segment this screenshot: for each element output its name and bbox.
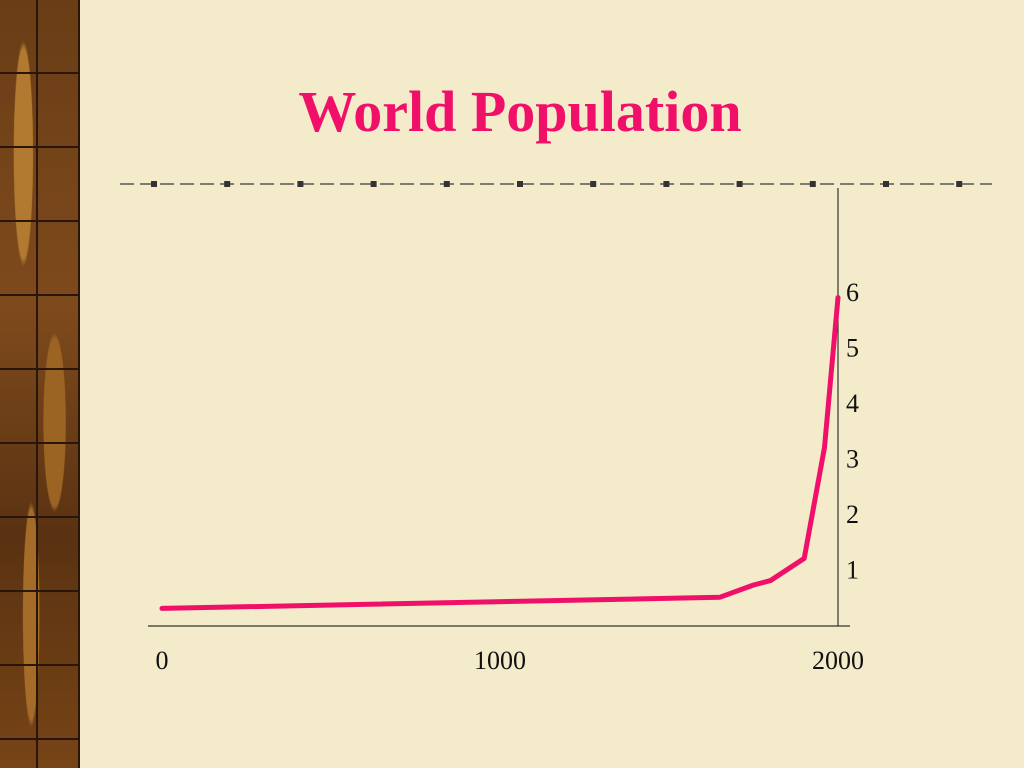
- y-tick-label: 3: [846, 445, 859, 474]
- chart-axes: [148, 188, 850, 627]
- divider-marker: [370, 181, 377, 187]
- divider-marker: [517, 181, 523, 187]
- divider-marker: [736, 181, 743, 187]
- x-tick-label: 2000: [812, 646, 864, 675]
- divider-marker: [590, 181, 597, 187]
- y-tick-label: 2: [846, 500, 859, 529]
- divider-marker: [809, 181, 816, 187]
- dashed-divider: [120, 181, 992, 187]
- y-tick-label: 6: [846, 278, 859, 307]
- wood-border-decoration: [0, 0, 80, 768]
- chart-series: [159, 295, 841, 611]
- x-tick-labels: 0 1000 2000: [156, 646, 865, 675]
- divider-marker: [443, 181, 450, 187]
- divider-marker: [883, 181, 889, 187]
- y-tick-label: 5: [846, 334, 859, 363]
- divider-marker: [663, 181, 670, 187]
- population-series-line: [159, 295, 841, 611]
- slide-title: World Population: [298, 79, 742, 144]
- divider-marker: [956, 181, 963, 187]
- y-tick-labels: 1 2 3 4 5 6: [846, 278, 859, 585]
- y-tick-label: 4: [846, 389, 859, 418]
- divider-marker: [224, 181, 231, 187]
- x-tick-label: 1000: [474, 646, 526, 675]
- x-tick-label: 0: [156, 646, 169, 675]
- y-tick-label: 1: [846, 556, 859, 585]
- divider-marker: [151, 181, 157, 187]
- divider-marker: [297, 181, 304, 187]
